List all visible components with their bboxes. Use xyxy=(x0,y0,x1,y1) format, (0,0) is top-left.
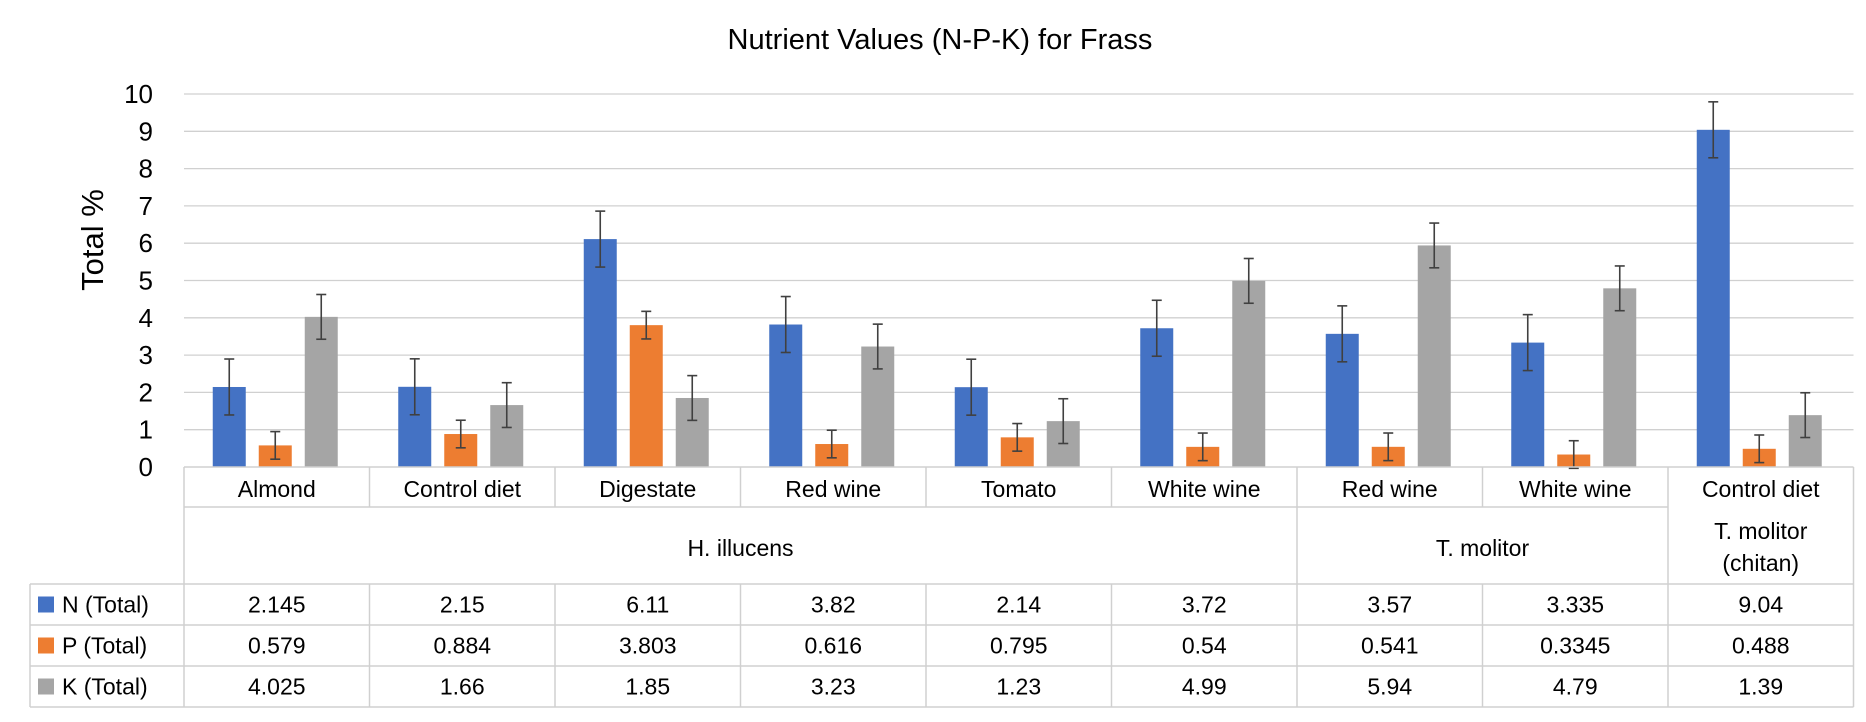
group-label: H. illucens xyxy=(687,535,793,561)
data-label: 0.488 xyxy=(1732,633,1790,659)
bar-k xyxy=(1232,280,1266,467)
y-tick-label: 5 xyxy=(139,266,153,296)
data-table: Almond Control diet Digestate Red wine Tomat… xyxy=(29,466,1855,708)
y-tick-label: 3 xyxy=(139,340,153,370)
y-tick-label: 0 xyxy=(139,452,153,482)
category-label: Almond xyxy=(238,476,316,502)
category-label: Red wine xyxy=(785,476,881,502)
data-label: 2.14 xyxy=(996,592,1041,618)
legend-key-n xyxy=(38,596,54,613)
y-tick-label: 4 xyxy=(139,303,153,333)
data-label: 0.3345 xyxy=(1540,633,1610,659)
bars xyxy=(212,129,1822,468)
gridlines xyxy=(184,93,1854,431)
data-label: 0.616 xyxy=(804,633,862,659)
y-tick-label: 2 xyxy=(139,377,153,407)
data-label: 1.85 xyxy=(625,674,670,700)
data-label: 0.541 xyxy=(1361,633,1419,659)
data-label: 4.99 xyxy=(1182,674,1227,700)
data-label: 2.145 xyxy=(248,592,306,618)
bar-n xyxy=(1696,129,1730,468)
chart-title: Nutrient Values (N-P-K) for Frass xyxy=(728,24,1153,56)
category-label: Tomato xyxy=(981,476,1056,502)
legend-key-k xyxy=(38,678,54,695)
category-label: Control diet xyxy=(403,476,521,502)
data-label: 2.15 xyxy=(440,592,485,618)
group-label: T. molitor (chitan) xyxy=(1714,518,1808,576)
data-label: 0.795 xyxy=(990,633,1048,659)
y-tick-label: 8 xyxy=(139,154,153,184)
category-label: Digestate xyxy=(599,476,696,502)
bar-k xyxy=(1603,288,1637,467)
data-label: 3.803 xyxy=(619,633,677,659)
category-label: White wine xyxy=(1148,476,1260,502)
bar-k xyxy=(1417,245,1451,467)
series-name: K (Total) xyxy=(62,674,148,700)
y-axis-ticks: 0 1 2 3 4 5 6 7 8 9 10 xyxy=(124,79,153,482)
y-tick-label: 10 xyxy=(124,79,153,109)
data-label: 3.72 xyxy=(1182,592,1227,618)
y-tick-label: 7 xyxy=(139,191,153,221)
data-label: 0.884 xyxy=(433,633,491,659)
error-bars xyxy=(224,101,1811,470)
data-label: 1.66 xyxy=(440,674,485,700)
category-label: Control diet xyxy=(1702,476,1820,502)
data-label: 1.39 xyxy=(1738,674,1783,700)
bar-p xyxy=(629,325,663,467)
series-name: P (Total) xyxy=(62,633,147,659)
data-label: 0.54 xyxy=(1182,633,1227,659)
data-label: 9.04 xyxy=(1738,592,1783,618)
legend-key-p xyxy=(38,637,54,654)
group-label: T. molitor xyxy=(1436,535,1530,561)
series-name: N (Total) xyxy=(62,592,149,618)
data-label: 3.57 xyxy=(1367,592,1412,618)
data-label: 3.82 xyxy=(811,592,856,618)
category-label: White wine xyxy=(1519,476,1631,502)
data-label: 1.23 xyxy=(996,674,1041,700)
bar-n xyxy=(583,239,617,467)
data-label: 4.79 xyxy=(1553,674,1598,700)
data-label: 3.23 xyxy=(811,674,856,700)
y-axis-label: Total % xyxy=(75,189,110,291)
data-label: 4.025 xyxy=(248,674,306,700)
data-label: 0.579 xyxy=(248,633,306,659)
data-label: 5.94 xyxy=(1367,674,1412,700)
data-label: 6.11 xyxy=(626,592,669,618)
y-tick-label: 1 xyxy=(139,415,153,445)
y-tick-label: 9 xyxy=(139,116,153,146)
y-tick-label: 6 xyxy=(139,228,153,258)
data-label: 3.335 xyxy=(1546,592,1604,618)
category-label: Red wine xyxy=(1342,476,1438,502)
bar-k xyxy=(304,316,338,467)
